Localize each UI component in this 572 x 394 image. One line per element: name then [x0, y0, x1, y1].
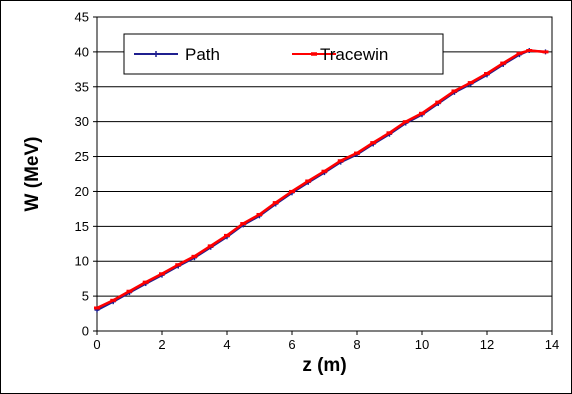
y-tick-label: 20 [75, 184, 89, 199]
series-tracewin [94, 48, 549, 310]
y-tick-label: 35 [75, 79, 89, 94]
y-tick-label: 45 [75, 10, 89, 25]
x-tick-label: 14 [545, 337, 559, 352]
y-tick-label: 0 [82, 324, 89, 339]
legend-label-tracewin: Tracewin [320, 45, 388, 64]
grid-lines [97, 51, 552, 297]
x-tick-label: 10 [415, 337, 429, 352]
legend-label-path: Path [185, 45, 220, 64]
y-tick-label: 40 [75, 44, 89, 59]
y-tick-label: 30 [75, 114, 89, 129]
series-lines [94, 47, 549, 313]
y-tick-label: 5 [82, 289, 89, 304]
x-tick-label: 6 [288, 337, 295, 352]
y-axis-title: W (MeV) [22, 137, 43, 212]
axes [93, 16, 553, 335]
x-tick-label: 4 [223, 337, 230, 352]
legend: Path Tracewin [123, 33, 444, 75]
x-tick-label: 12 [480, 337, 494, 352]
y-tick-label: 10 [75, 254, 89, 269]
x-axis-title: z (m) [302, 355, 346, 376]
x-tick-label: 2 [158, 337, 165, 352]
x-tick-label: 8 [353, 337, 360, 352]
y-tick-label: 15 [75, 219, 89, 234]
x-tick-label: 0 [93, 337, 100, 352]
y-tick-label: 25 [75, 149, 89, 164]
tick-labels: 0 5 10 15 20 25 30 35 40 45 0 2 4 6 8 10 12 14 [75, 10, 560, 353]
